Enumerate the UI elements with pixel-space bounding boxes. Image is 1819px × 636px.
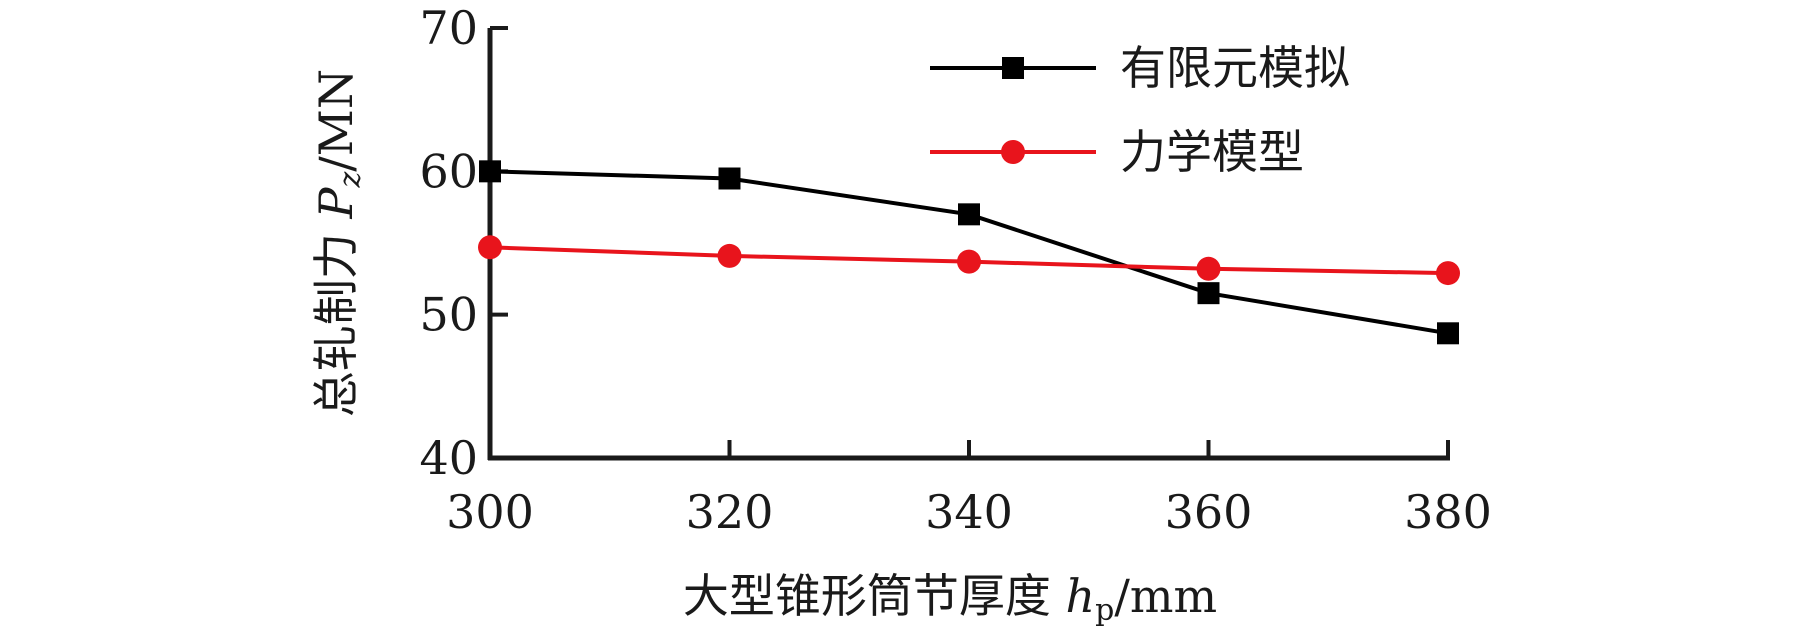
point-s2-320: [717, 243, 742, 268]
legend-marker-2: [1001, 140, 1025, 164]
legend-label-2: 力学模型: [1120, 125, 1304, 179]
series-layer: [478, 160, 1460, 345]
legend-item-2: 力学模型: [930, 125, 1304, 179]
point-s1-340: [958, 203, 980, 226]
y-tick-label-70: 70: [419, 1, 478, 55]
x-tick-label-300: 300: [446, 485, 534, 539]
y-axis-title-main: 总轧制力: [309, 219, 363, 418]
y-tick-label-50: 50: [419, 288, 478, 342]
point-s1-380: [1437, 322, 1459, 345]
series-1: [479, 160, 1459, 345]
x-axis-title: 大型锥形筒节厚度 hp/mm: [683, 569, 1217, 628]
x-tick-label-340: 340: [925, 485, 1013, 539]
point-s2-380: [1436, 261, 1460, 286]
ticks: 40 50 60 70 300 320 340 360 380: [419, 1, 1491, 539]
y-axis-title: 总轧制力 Pz/MN: [309, 69, 368, 417]
legend-label-1: 有限元模拟: [1120, 41, 1350, 95]
point-s2-360: [1196, 256, 1221, 281]
x-axis-title-main: 大型锥形筒节厚度: [683, 569, 1066, 623]
y-tick-label-40: 40: [419, 431, 478, 485]
point-s2-300: [478, 235, 502, 260]
legend-item-1: 有限元模拟: [930, 41, 1350, 95]
x-axis-title-unit: /mm: [1114, 569, 1217, 623]
point-s1-320: [718, 167, 741, 190]
x-tick-label-380: 380: [1404, 485, 1492, 539]
point-s1-360: [1197, 282, 1220, 305]
y-axis-title-unit: /MN: [309, 69, 363, 172]
x-tick-label-360: 360: [1165, 485, 1253, 539]
series-2: [478, 235, 1460, 286]
point-s1-300: [479, 160, 501, 183]
x-axis-title-subscript: p: [1095, 593, 1114, 628]
y-axis-title-subscript: z: [333, 172, 368, 189]
legend-marker-1: [1002, 57, 1024, 79]
y-axis-title-symbol: P: [309, 187, 363, 220]
point-s2-340: [957, 249, 981, 274]
x-tick-label-320: 320: [686, 485, 774, 539]
y-tick-label-60: 60: [419, 144, 478, 198]
x-axis-title-symbol: h: [1066, 569, 1096, 623]
